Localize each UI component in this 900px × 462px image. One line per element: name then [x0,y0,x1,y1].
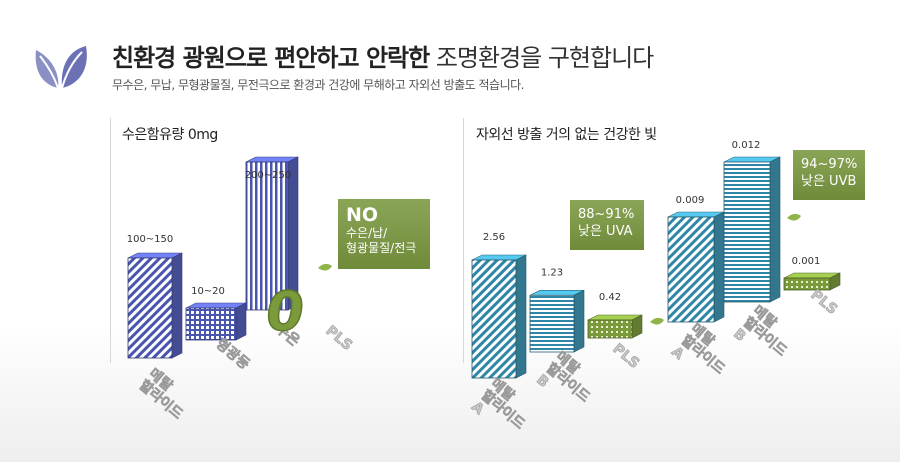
mercury-category-label-3: PLS [322,323,355,355]
uvb-bar-2 [783,272,841,291]
uva-bar-1 [529,289,585,353]
title-light: 조명환경을 구현합니다 [435,44,654,72]
page-title: 친환경 광원으로 편안하고 안락한 조명환경을 구현합니다 [112,38,654,73]
uvb-bar-1 [723,156,781,303]
uva-category-label-2-line-0: PLS [609,341,642,372]
mercury-category-label-1: 형광등 [212,335,253,374]
uva-bar-2 [587,314,643,339]
title-bold: 친환경 광원으로 편안하고 안락한 [112,44,430,72]
mercury-value-label-0: 100~150 [127,234,174,245]
uva-value-label-2: 0.42 [599,292,621,303]
uvb-callout: 94~97% 낮은 UVB [793,150,865,200]
uva-bar-2-front [587,319,633,339]
uva-callout-line-1: 88~91% [578,207,635,222]
mercury-category-label-1-line-0: 형광등 [212,335,253,373]
leaf-icon [318,263,332,271]
uvb-bar-0-front [667,216,715,323]
mercury-bar-1-front [185,307,237,341]
mercury-category-label-3-line-0: PLS [322,323,355,354]
mercury-bar-3: 0 [261,279,309,343]
leaf-logo-icon [35,46,87,89]
callout-line-2: 형광물질/전극 [346,241,417,255]
mercury-bar-1 [185,302,247,341]
leaf-icon-2 [650,317,664,325]
uva-bar-0 [471,254,527,379]
uvb-bar-1-side [769,156,781,303]
uvb-category-label-2-line-0: PLS [807,287,840,318]
mercury-bar-0-side [171,252,183,359]
no-mercury-callout: NO 수은/납/ 형광물질/전극 [338,199,430,269]
uvb-value-label-1: 0.012 [732,140,761,151]
callout-headline: NO [346,204,379,226]
uva-value-label-0: 2.56 [483,232,505,243]
panel-title-mercury: 수은함유량 0mg [122,127,218,143]
uvb-value-label-2: 0.001 [792,256,821,267]
uvb-bar-0-side [713,211,725,323]
panel-title-uv: 자외선 방출 거의 없는 건강한 빛 [476,127,657,143]
mercury-bar-0-front [127,257,173,359]
uva-bar-0-side [515,254,527,379]
uva-bar-1-front [529,294,575,353]
divider-left [110,118,111,363]
mercury-zero-mark: 0 [262,280,308,343]
mercury-value-label-1: 10~20 [191,286,225,297]
mercury-bar-2 [245,156,299,311]
mercury-value-label-2: 200~250 [245,170,292,181]
uva-callout-line-2: 낮은 UVA [578,224,633,239]
uvb-bar-1-front [723,161,771,303]
uva-bar-0-front [471,259,517,379]
page-subtitle: 무수은, 무납, 무형광물질, 무전극으로 환경과 건강에 무해하고 자외선 방… [112,78,525,92]
callout-line-1: 수은/납/ [346,226,388,240]
uvb-callout-line-1: 94~97% [801,157,858,172]
uvb-bar-2-front [783,277,831,291]
uva-callout: 88~91% 낮은 UVA [570,200,644,250]
divider-middle [463,118,464,363]
uvb-category-label-2: PLS [807,287,840,319]
mercury-bar-1-side [235,302,247,341]
mercury-bar-2-front [245,161,289,311]
uva-value-label-1: 1.23 [541,267,563,278]
uvb-value-label-0: 0.009 [676,195,705,206]
uva-bar-1-side [573,289,585,353]
uvb-callout-line-2: 낮은 UVB [801,174,857,189]
leaf-icon-3 [787,213,801,221]
uvb-bar-0 [667,211,725,323]
uva-category-label-2: PLS [609,341,642,373]
mercury-bar-0 [127,252,183,359]
